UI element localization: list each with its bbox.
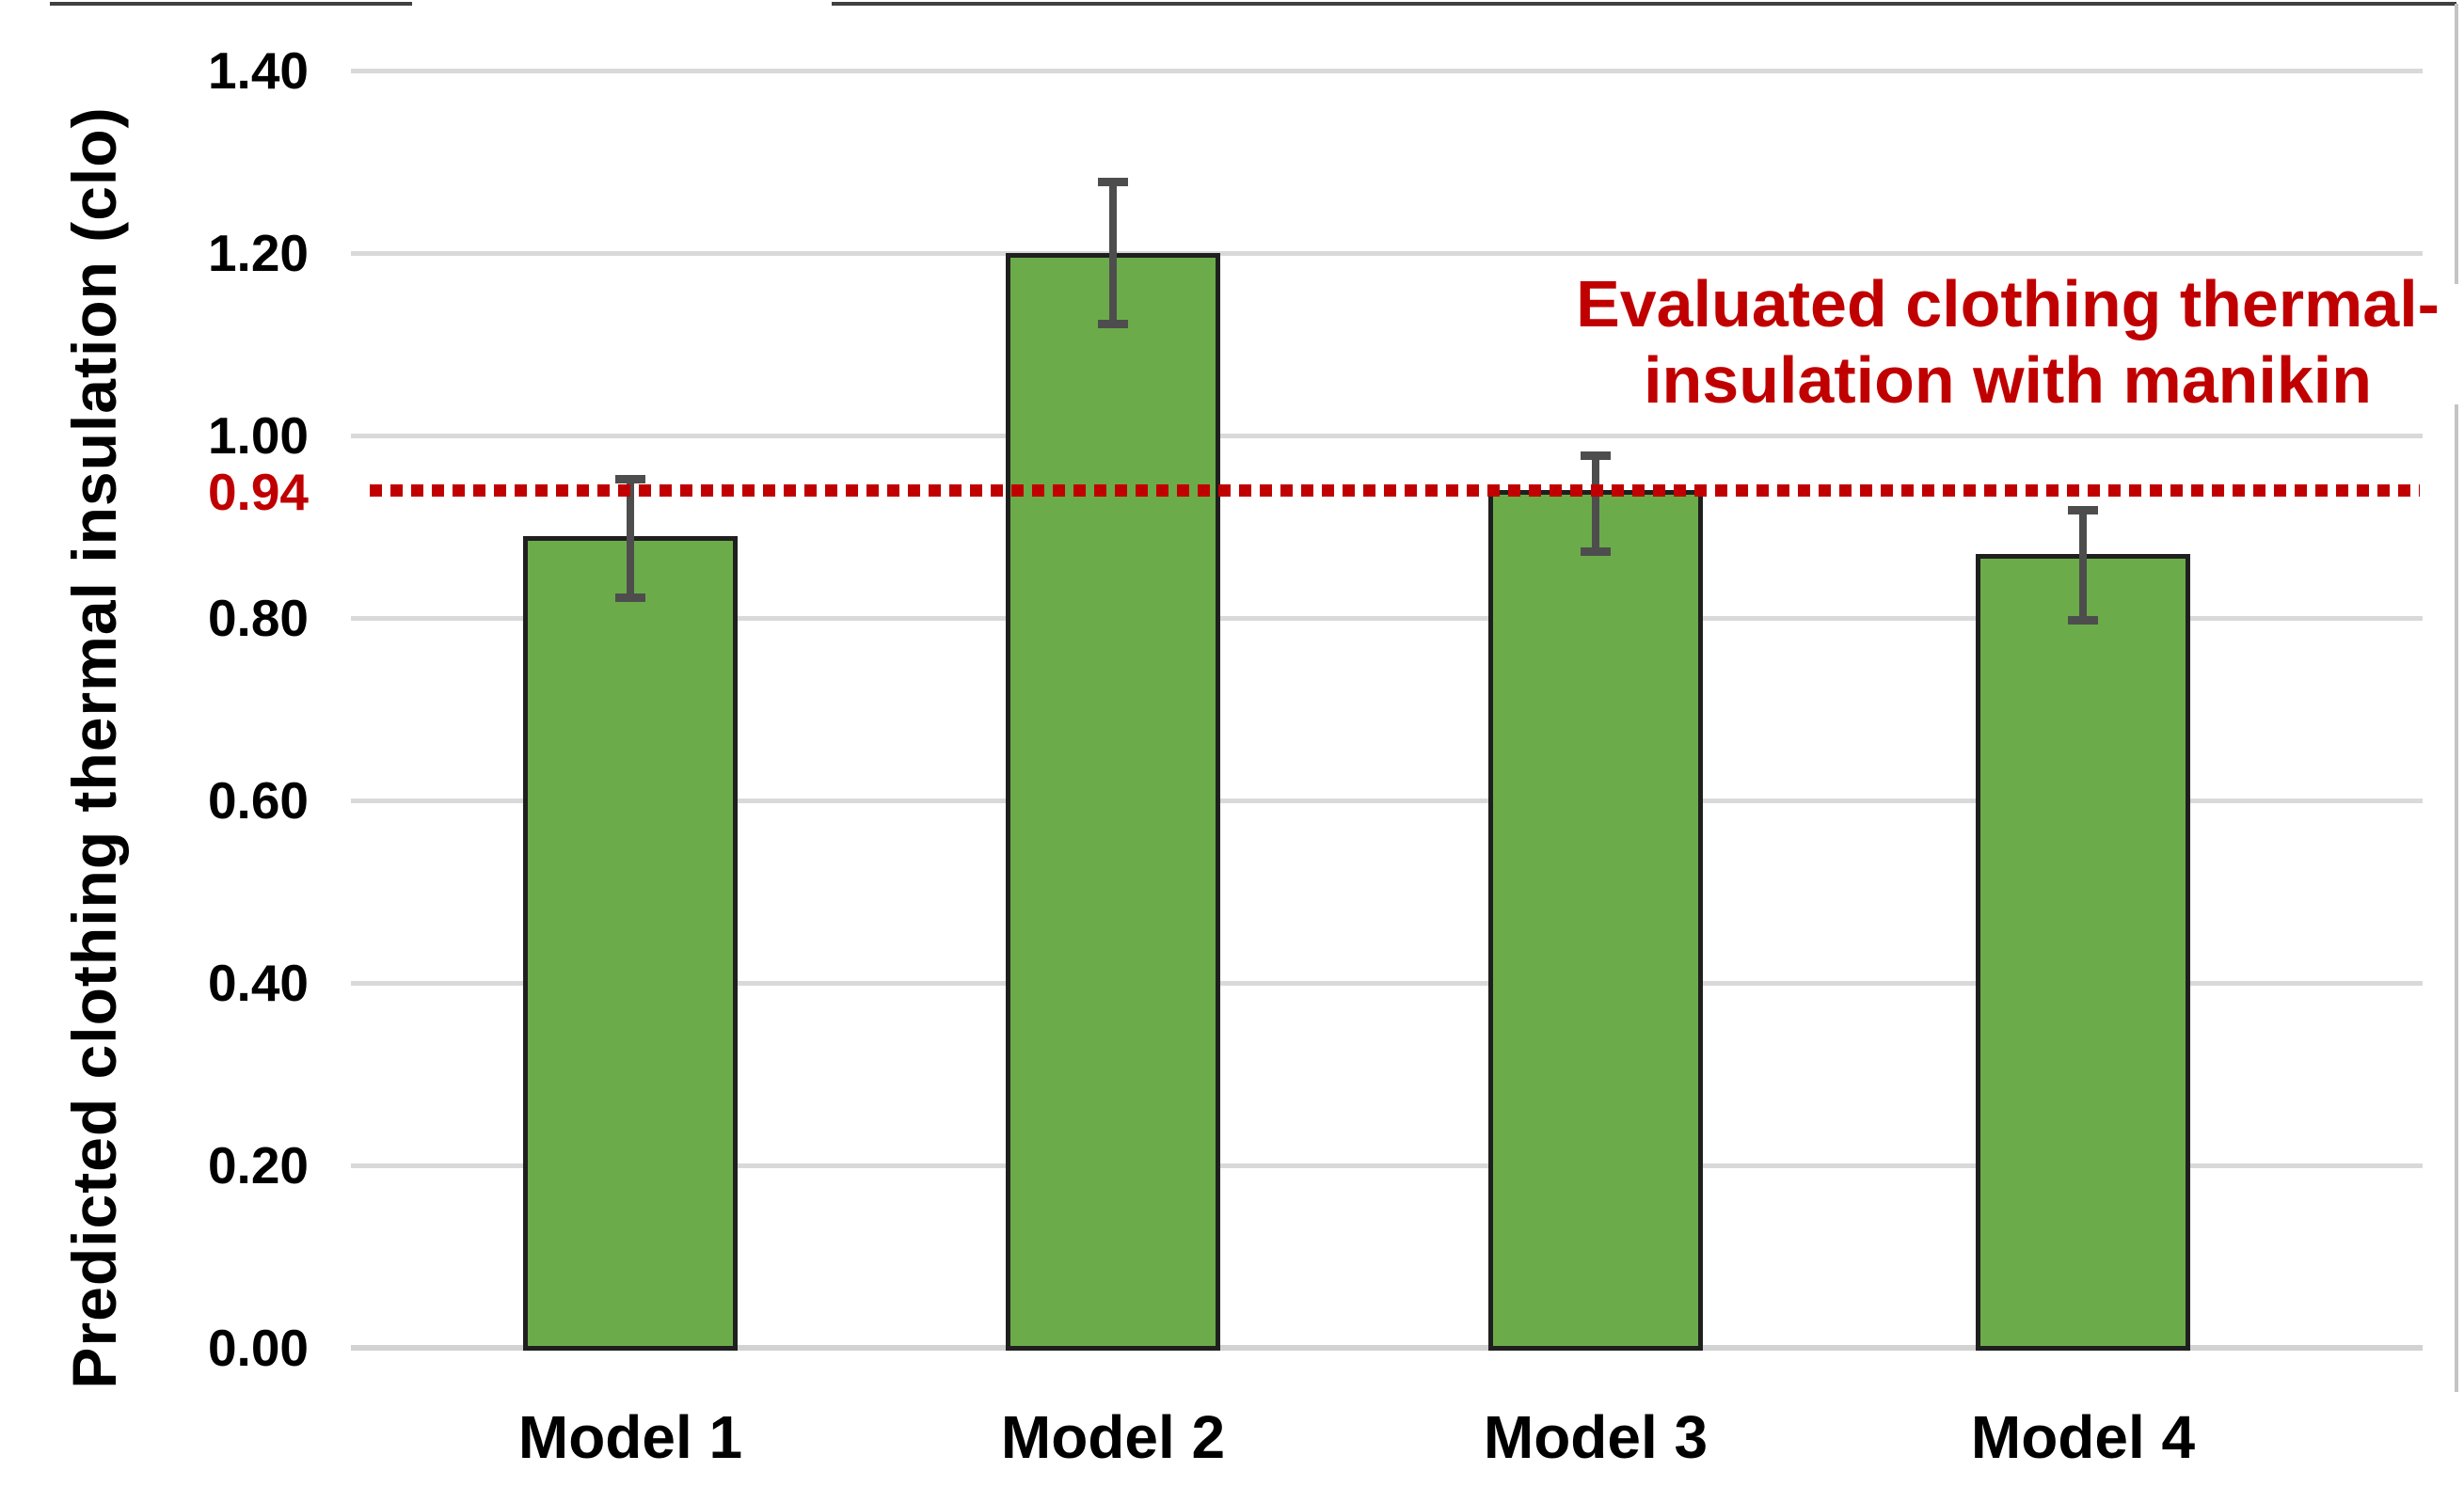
y-axis-title: Predicted clothing thermal insulation (c… [59, 106, 129, 1389]
y-tick-label: 0.40 [207, 954, 309, 1012]
error-bar-stem [1109, 184, 1117, 322]
error-bar-cap-top [2068, 506, 2098, 514]
x-axis-line [351, 1345, 2423, 1351]
gridline [351, 434, 2423, 438]
bar-model-1 [523, 536, 738, 1351]
y-tick-label: 1.00 [207, 406, 309, 465]
error-bar-cap-bottom [615, 593, 645, 602]
x-axis-label-3: Model 3 [1483, 1403, 1709, 1471]
top-frame-line-right [832, 2, 2456, 6]
bar-model-3 [1488, 490, 1703, 1351]
error-bar-cap-bottom [2068, 616, 2098, 625]
bar-model-4 [1976, 554, 2190, 1351]
error-bar-cap-bottom [1581, 547, 1611, 556]
y-tick-label: 0.60 [207, 771, 309, 830]
error-bar-stem [627, 482, 634, 595]
gridline [351, 69, 2423, 73]
right-frame-line-lower [2455, 404, 2458, 1392]
x-axis-label-1: Model 1 [517, 1403, 743, 1471]
y-tick-label: 1.40 [207, 41, 309, 100]
y-tick-label: 0.00 [207, 1319, 309, 1377]
reference-dotted-line [370, 484, 2420, 497]
reference-value-label: 0.94 [207, 463, 309, 521]
reference-annotation-line2: insulation with manikin [1644, 343, 2372, 417]
x-axis-label-4: Model 4 [1970, 1403, 2196, 1471]
gridline [351, 981, 2423, 986]
y-tick-label: 0.80 [207, 589, 309, 647]
error-bar-stem [1592, 458, 1599, 549]
error-bar-cap-bottom [1098, 320, 1128, 328]
right-frame-line-upper [2455, 4, 2458, 284]
error-bar-cap-top [1581, 451, 1611, 460]
gridline [351, 251, 2423, 256]
top-frame-line-left [50, 2, 412, 6]
y-tick-label: 0.20 [207, 1136, 309, 1194]
error-bar-cap-top [615, 475, 645, 483]
error-bar-cap-top [1098, 178, 1128, 186]
error-bar-stem [2079, 513, 2087, 618]
gridline [351, 1163, 2423, 1168]
bar-model-2 [1006, 253, 1220, 1351]
x-axis-label-2: Model 2 [1000, 1403, 1226, 1471]
y-tick-label: 1.20 [207, 224, 309, 282]
reference-annotation-line1: Evaluated clothing thermal- [1576, 267, 2440, 340]
gridline [351, 799, 2423, 803]
reference-annotation: Evaluated clothing thermal- insulation w… [1576, 266, 2440, 419]
gridline [351, 616, 2423, 621]
